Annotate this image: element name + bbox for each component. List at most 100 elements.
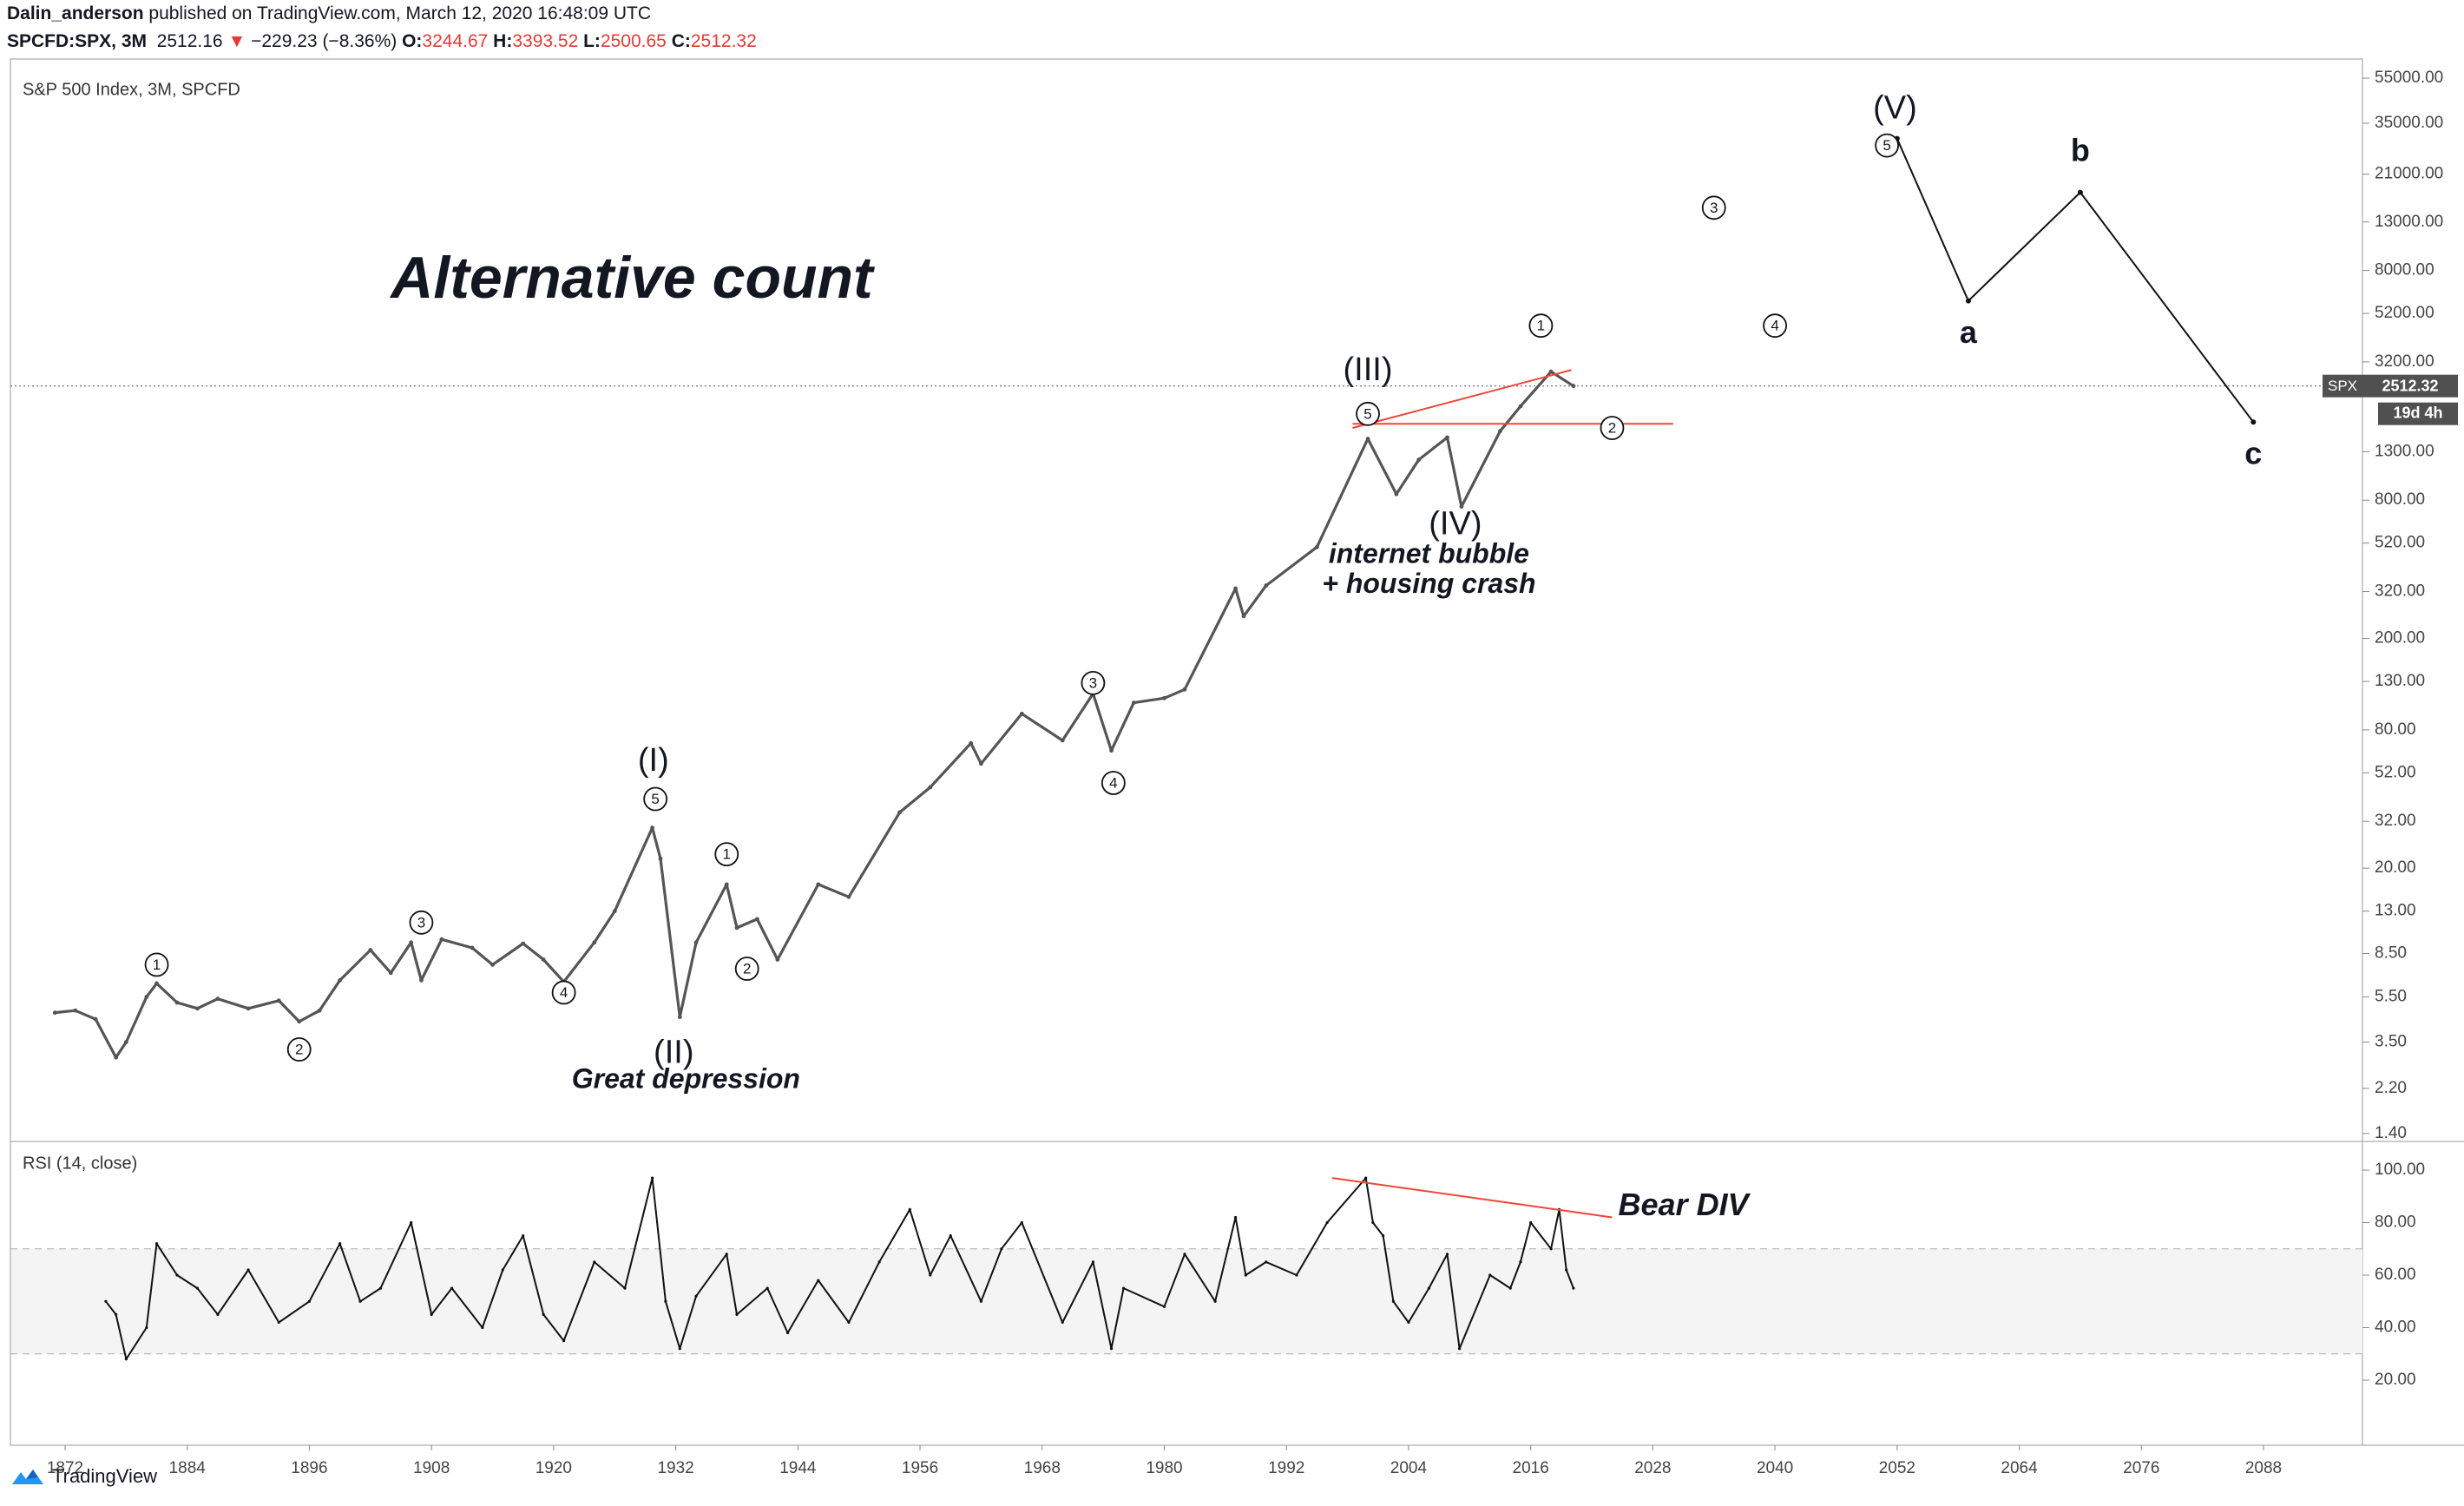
rsi-point (1488, 1273, 1492, 1277)
price-point (368, 948, 373, 952)
wave-number-text: 3 (1089, 674, 1097, 691)
price-point (1241, 614, 1246, 619)
high-value: 3393.52 (512, 31, 579, 51)
wave-number-text: 4 (1771, 318, 1778, 334)
rsi-point (277, 1320, 280, 1325)
tradingview-brand[interactable]: TradingView (10, 1465, 157, 1488)
price-point (1131, 700, 1136, 706)
price-point (470, 945, 475, 950)
rsi-point (678, 1347, 681, 1351)
wave-circle (409, 910, 434, 935)
price-point (73, 1008, 78, 1013)
wave-number-text: 5 (1882, 137, 1890, 154)
rsi-axis-label: 80.00 (2375, 1213, 2416, 1232)
close-label: C: (671, 31, 691, 51)
symbol-tag-bg (2323, 374, 2362, 398)
time-axis-label: 2064 (2001, 1459, 2038, 1477)
rsi-point (1549, 1247, 1553, 1251)
price-point (388, 970, 393, 976)
symbol-tag: SPX (2328, 378, 2357, 394)
projection-path[interactable] (1896, 138, 2255, 423)
price-axis-label: 800.00 (2375, 490, 2425, 509)
price-point (409, 940, 414, 945)
time-axis-label: 1920 (536, 1459, 572, 1477)
wave-number-text: 2 (743, 961, 751, 977)
wave-circle (1875, 133, 1900, 158)
price-axis-label: 8000.00 (2375, 261, 2434, 279)
open-label: O: (402, 31, 423, 51)
wave-circle (714, 842, 739, 867)
price-point (195, 1006, 200, 1011)
price-axis-label: 55000.00 (2375, 69, 2443, 87)
rsi-point (877, 1260, 881, 1264)
price-axis-label: 80.00 (2375, 720, 2416, 739)
rsi-point (1445, 1253, 1449, 1256)
price-point (1459, 504, 1464, 510)
price-point (775, 957, 780, 962)
rsi-band (11, 1248, 2362, 1354)
rsi-point (1213, 1299, 1217, 1303)
time-axis-label: 2016 (1513, 1459, 1549, 1477)
time-axis-label: 2088 (2245, 1459, 2282, 1477)
rsi-point (410, 1220, 413, 1225)
rsi-point (1121, 1286, 1126, 1290)
wave-circle (551, 980, 576, 1005)
time-axis-label: 1932 (657, 1459, 693, 1477)
price-axis-label: 2.20 (2375, 1079, 2407, 1097)
rsi-point (1508, 1286, 1512, 1290)
rsi-point (145, 1325, 148, 1330)
price-point (490, 962, 495, 967)
future-wave-label: a (1960, 314, 1978, 350)
rsi-point (104, 1299, 108, 1303)
trend-line[interactable] (1352, 369, 1572, 429)
price-point (928, 785, 933, 790)
price-axis-label: 130.00 (2375, 672, 2425, 690)
price-point (297, 1019, 302, 1024)
rsi-point (1427, 1286, 1430, 1290)
wave-number-text: 5 (651, 791, 659, 807)
author-name[interactable]: Dalin_anderson (7, 3, 144, 23)
time-axis[interactable]: 1872 1884 1896 1908 1920 1932 1944 1956 1968 1980… (47, 1445, 2282, 1477)
rsi-axis[interactable]: 100.00 80.00 60.00 40.00 20.00 (2362, 1161, 2425, 1389)
price-series-line[interactable] (55, 370, 1574, 1059)
rsi-point (216, 1312, 220, 1316)
rsi-point (651, 1176, 654, 1180)
circled-wave-number: 5 (1356, 401, 1380, 426)
future-wave-label: b (2071, 133, 2090, 168)
rsi-point (847, 1320, 851, 1325)
price-point (1264, 583, 1269, 588)
rsi-point (378, 1286, 383, 1290)
rsi-point (1382, 1234, 1385, 1238)
chart-frame (10, 58, 2363, 1446)
price-point (114, 1055, 119, 1060)
price-point (1019, 711, 1024, 716)
time-axis-label: 1956 (902, 1459, 938, 1477)
major-wave-label: (V) (1873, 90, 1917, 127)
price-point (521, 941, 526, 946)
price-point (969, 740, 974, 746)
price-point (123, 1040, 128, 1044)
price-point (677, 1015, 682, 1020)
rsi-point (1233, 1215, 1238, 1220)
projection-point (2250, 419, 2257, 425)
published-text: published on TradingView.com, March 12, … (148, 3, 652, 23)
divergence-line[interactable] (1331, 1177, 1613, 1219)
circled-wave-number: 2 (286, 1037, 312, 1062)
price-axis-label: 35000.00 (2375, 114, 2443, 132)
annotation-text: Great depression (572, 1062, 800, 1094)
rsi-point (1364, 1176, 1368, 1180)
wave-circle (734, 957, 759, 981)
symbol-label: SPCFD:SPX, 3M (7, 31, 148, 51)
circled-wave-number: 1 (714, 842, 739, 867)
price-point (1162, 695, 1166, 700)
time-axis-label: 2004 (1390, 1459, 1428, 1477)
price-point (1182, 687, 1187, 692)
rsi-point (307, 1299, 312, 1303)
wave-number-text: 1 (1537, 318, 1545, 334)
price-axis[interactable]: 55000.00 35000.00 21000.00 13000.00 8000.00 5… (2362, 69, 2443, 1142)
rsi-point (1391, 1299, 1395, 1303)
price-point (592, 940, 597, 945)
rsi-point (593, 1260, 596, 1264)
major-wave-label: (IV) (1429, 506, 1482, 543)
